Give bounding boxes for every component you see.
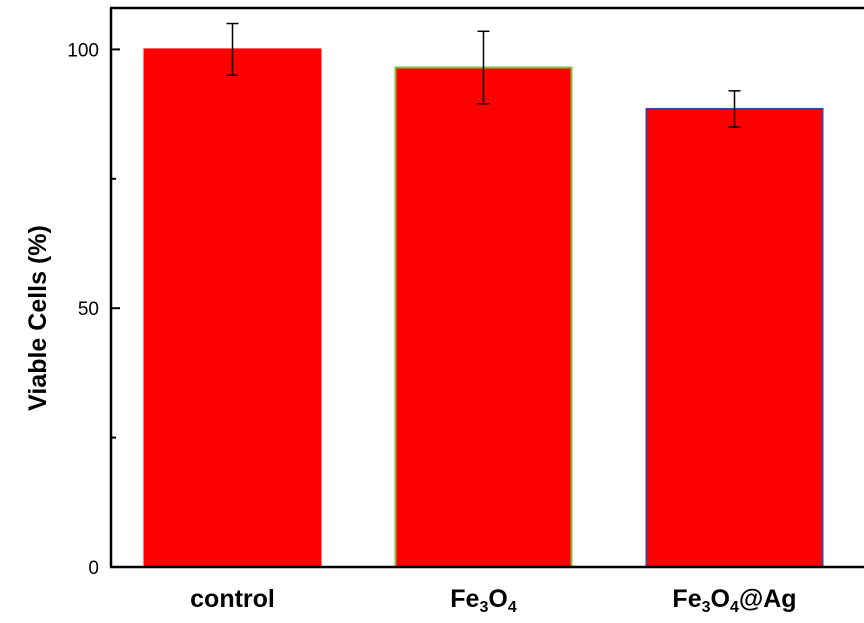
y-tick-label-0: 0 (88, 558, 99, 579)
y-tick-label-1: 50 (78, 299, 99, 320)
bar-0 (143, 48, 322, 568)
bar-1 (394, 66, 573, 568)
x-tick-label-0: control (190, 585, 275, 613)
plot-area: control Fe3O4 Fe3O4@Ag 0 50 100 (67, 6, 864, 616)
bar-2 (645, 107, 824, 569)
y-tick-label-2: 100 (67, 40, 99, 61)
x-tick-label-1: Fe3O4 (450, 585, 517, 616)
y-axis-label: Viable Cells (%) (24, 225, 52, 411)
x-tick-label-2: Fe3O4@Ag (672, 585, 796, 616)
